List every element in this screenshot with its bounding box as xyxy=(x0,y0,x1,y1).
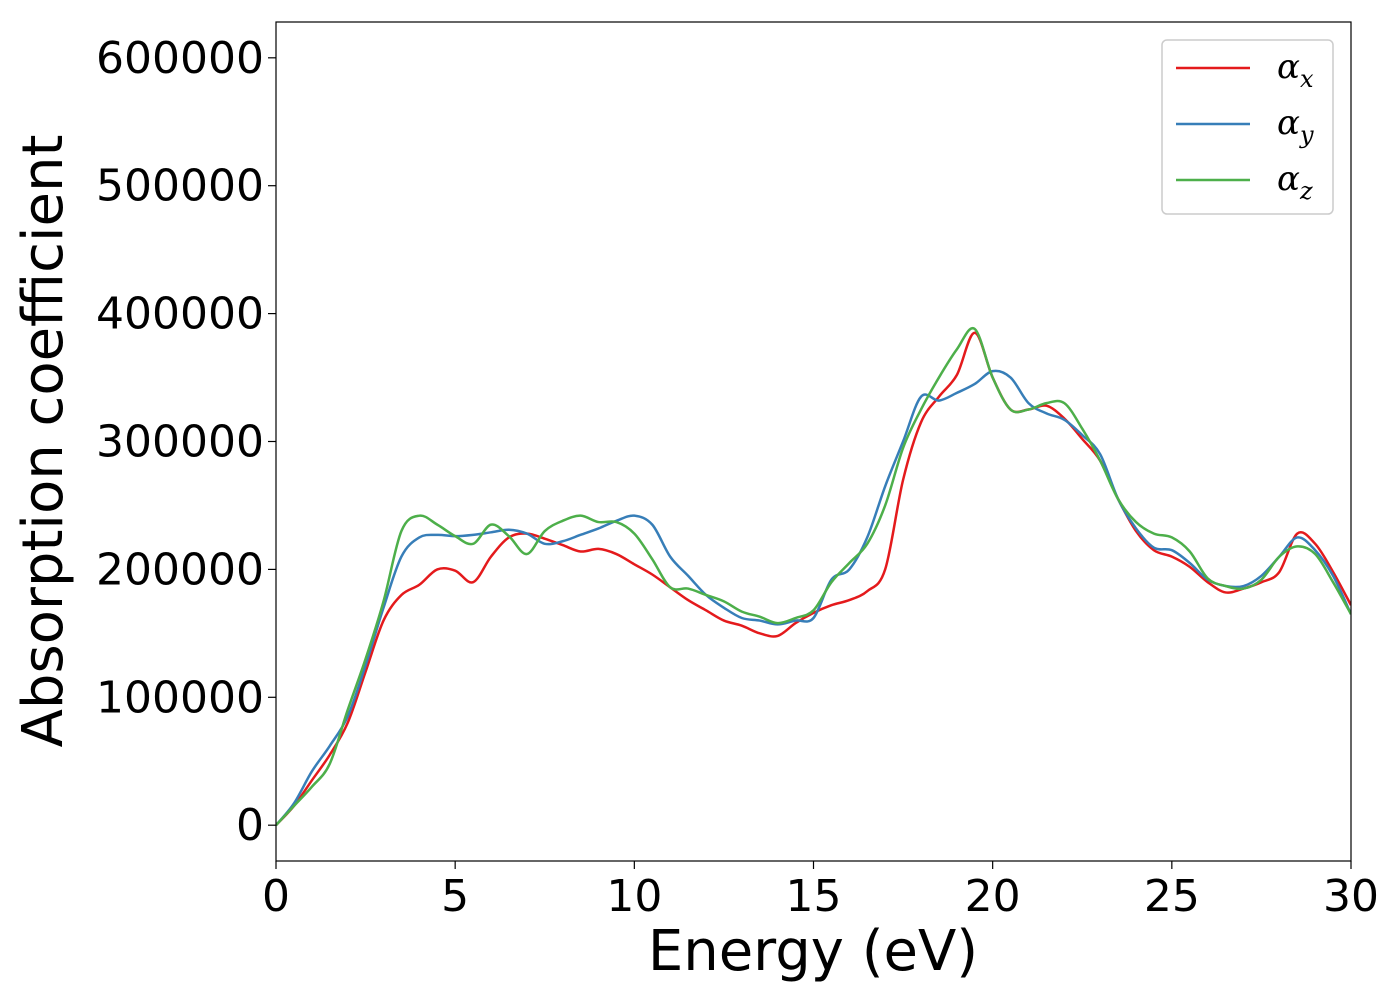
x-axis-label: Energy (eV) xyxy=(648,919,978,984)
x-tick-label: 5 xyxy=(441,871,469,922)
x-tick-label: 30 xyxy=(1323,871,1379,922)
y-tick-label: 400000 xyxy=(96,289,264,340)
x-tick-label: 10 xyxy=(606,871,662,922)
x-tick-label: 25 xyxy=(1144,871,1200,922)
y-tick-label: 300000 xyxy=(96,417,264,468)
series-line-alpha-y xyxy=(276,369,1351,826)
series-line-alpha-z xyxy=(276,326,1351,827)
y-tick-label: 0 xyxy=(236,800,264,851)
x-tick-label: 15 xyxy=(786,871,842,922)
y-tick-label: 500000 xyxy=(96,161,264,212)
legend-box xyxy=(1161,39,1334,215)
y-axis-ticks: 0 100000 200000 300000 400000 500000 600000 xyxy=(96,33,276,851)
y-tick-label: 100000 xyxy=(96,672,264,723)
y-tick-label: 200000 xyxy=(96,544,264,595)
series-line-alpha-x xyxy=(276,331,1351,827)
series-layer xyxy=(276,326,1351,827)
x-tick-label: 20 xyxy=(965,871,1021,922)
y-tick-label: 600000 xyxy=(96,33,264,84)
y-axis-label: Absorption coefficient xyxy=(11,135,76,748)
x-tick-label: 0 xyxy=(262,871,290,922)
x-axis-ticks: 0 5 10 15 20 25 30 xyxy=(262,861,1379,922)
